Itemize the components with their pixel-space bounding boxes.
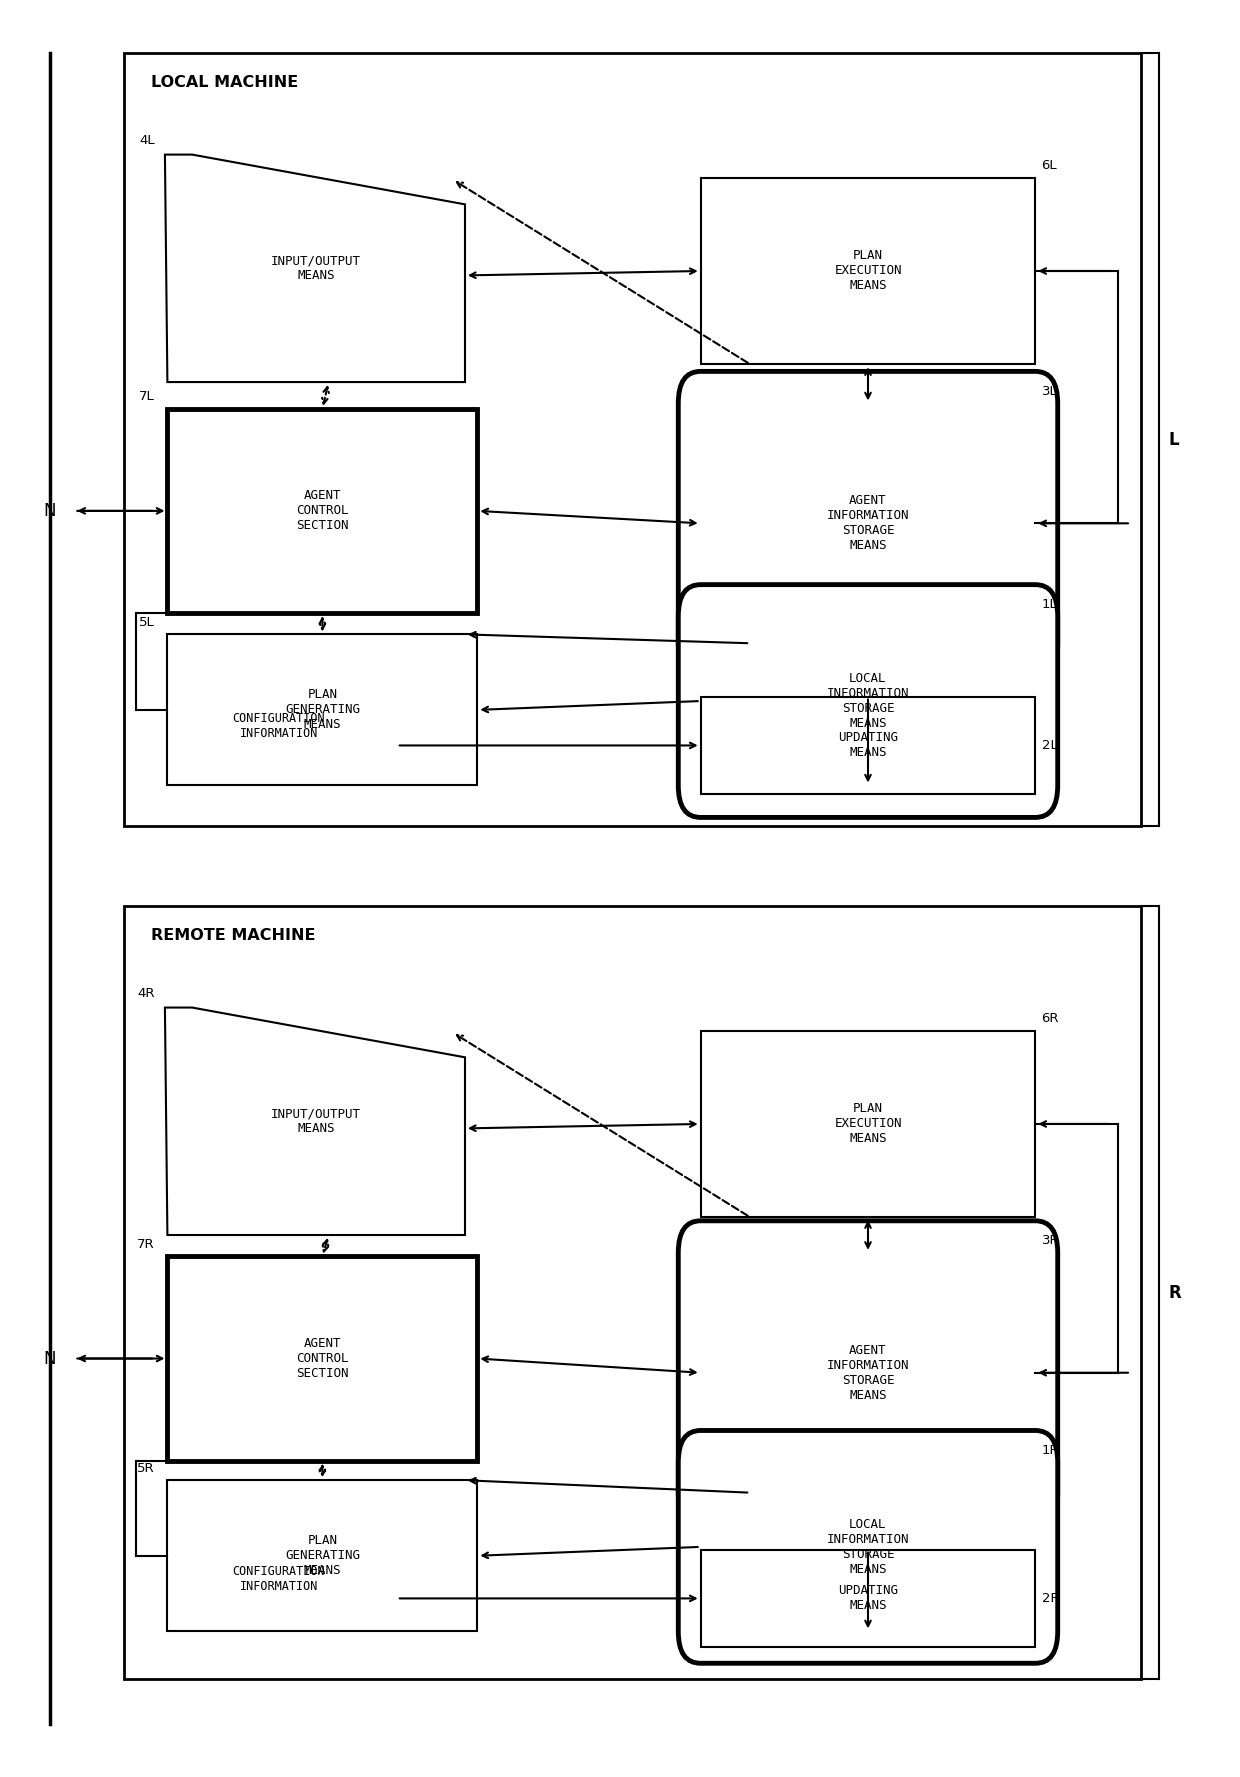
- Text: 2L: 2L: [1042, 739, 1058, 752]
- Text: 2R: 2R: [1042, 1592, 1059, 1605]
- Text: AGENT
INFORMATION
STORAGE
MEANS: AGENT INFORMATION STORAGE MEANS: [827, 1343, 909, 1402]
- Text: PLAN
GENERATING
MEANS: PLAN GENERATING MEANS: [285, 688, 360, 732]
- Text: R: R: [1168, 1283, 1180, 1303]
- FancyBboxPatch shape: [701, 178, 1035, 364]
- FancyBboxPatch shape: [167, 1480, 477, 1631]
- FancyBboxPatch shape: [678, 1430, 1058, 1663]
- FancyBboxPatch shape: [167, 1256, 477, 1461]
- Text: INPUT/OUTPUT
MEANS: INPUT/OUTPUT MEANS: [272, 1107, 361, 1136]
- Text: L: L: [1168, 430, 1179, 450]
- Text: N: N: [43, 1349, 56, 1368]
- Text: 3R: 3R: [1042, 1235, 1059, 1247]
- Polygon shape: [165, 1008, 465, 1235]
- Polygon shape: [165, 155, 465, 382]
- Text: INPUT/OUTPUT
MEANS: INPUT/OUTPUT MEANS: [272, 254, 361, 283]
- Text: 4L: 4L: [139, 135, 155, 147]
- FancyBboxPatch shape: [701, 1031, 1035, 1217]
- FancyBboxPatch shape: [678, 371, 1058, 675]
- FancyBboxPatch shape: [701, 697, 1035, 794]
- Text: PLAN
EXECUTION
MEANS: PLAN EXECUTION MEANS: [835, 249, 901, 293]
- FancyBboxPatch shape: [124, 53, 1141, 826]
- Text: N: N: [43, 501, 56, 521]
- Text: PLAN
EXECUTION
MEANS: PLAN EXECUTION MEANS: [835, 1102, 901, 1146]
- Text: 7R: 7R: [138, 1239, 155, 1251]
- FancyBboxPatch shape: [167, 409, 477, 613]
- Text: 1R: 1R: [1042, 1445, 1059, 1457]
- Text: PLAN
GENERATING
MEANS: PLAN GENERATING MEANS: [285, 1534, 360, 1578]
- FancyBboxPatch shape: [167, 634, 477, 785]
- Text: UPDATING
MEANS: UPDATING MEANS: [838, 732, 898, 759]
- Text: LOCAL MACHINE: LOCAL MACHINE: [151, 75, 299, 89]
- Text: CONFIGURATION
INFORMATION: CONFIGURATION INFORMATION: [233, 1566, 325, 1592]
- FancyBboxPatch shape: [678, 585, 1058, 817]
- FancyBboxPatch shape: [678, 1221, 1058, 1525]
- Text: 5L: 5L: [139, 617, 155, 629]
- Text: 6L: 6L: [1042, 160, 1058, 172]
- FancyBboxPatch shape: [701, 1550, 1035, 1647]
- Text: LOCAL
INFORMATION
STORAGE
MEANS: LOCAL INFORMATION STORAGE MEANS: [827, 1518, 909, 1576]
- Text: 5R: 5R: [138, 1462, 155, 1475]
- Text: AGENT
CONTROL
SECTION: AGENT CONTROL SECTION: [296, 489, 348, 533]
- Text: 7L: 7L: [139, 391, 155, 403]
- Text: 3L: 3L: [1042, 386, 1058, 398]
- Text: REMOTE MACHINE: REMOTE MACHINE: [151, 928, 316, 942]
- Text: 4R: 4R: [138, 988, 155, 1000]
- Text: 6R: 6R: [1042, 1013, 1059, 1025]
- Text: 1L: 1L: [1042, 599, 1058, 611]
- Text: LOCAL
INFORMATION
STORAGE
MEANS: LOCAL INFORMATION STORAGE MEANS: [827, 672, 909, 730]
- FancyBboxPatch shape: [124, 906, 1141, 1679]
- Text: AGENT
INFORMATION
STORAGE
MEANS: AGENT INFORMATION STORAGE MEANS: [827, 494, 909, 553]
- Text: UPDATING
MEANS: UPDATING MEANS: [838, 1585, 898, 1612]
- Text: AGENT
CONTROL
SECTION: AGENT CONTROL SECTION: [296, 1336, 348, 1381]
- Text: CONFIGURATION
INFORMATION: CONFIGURATION INFORMATION: [233, 713, 325, 739]
